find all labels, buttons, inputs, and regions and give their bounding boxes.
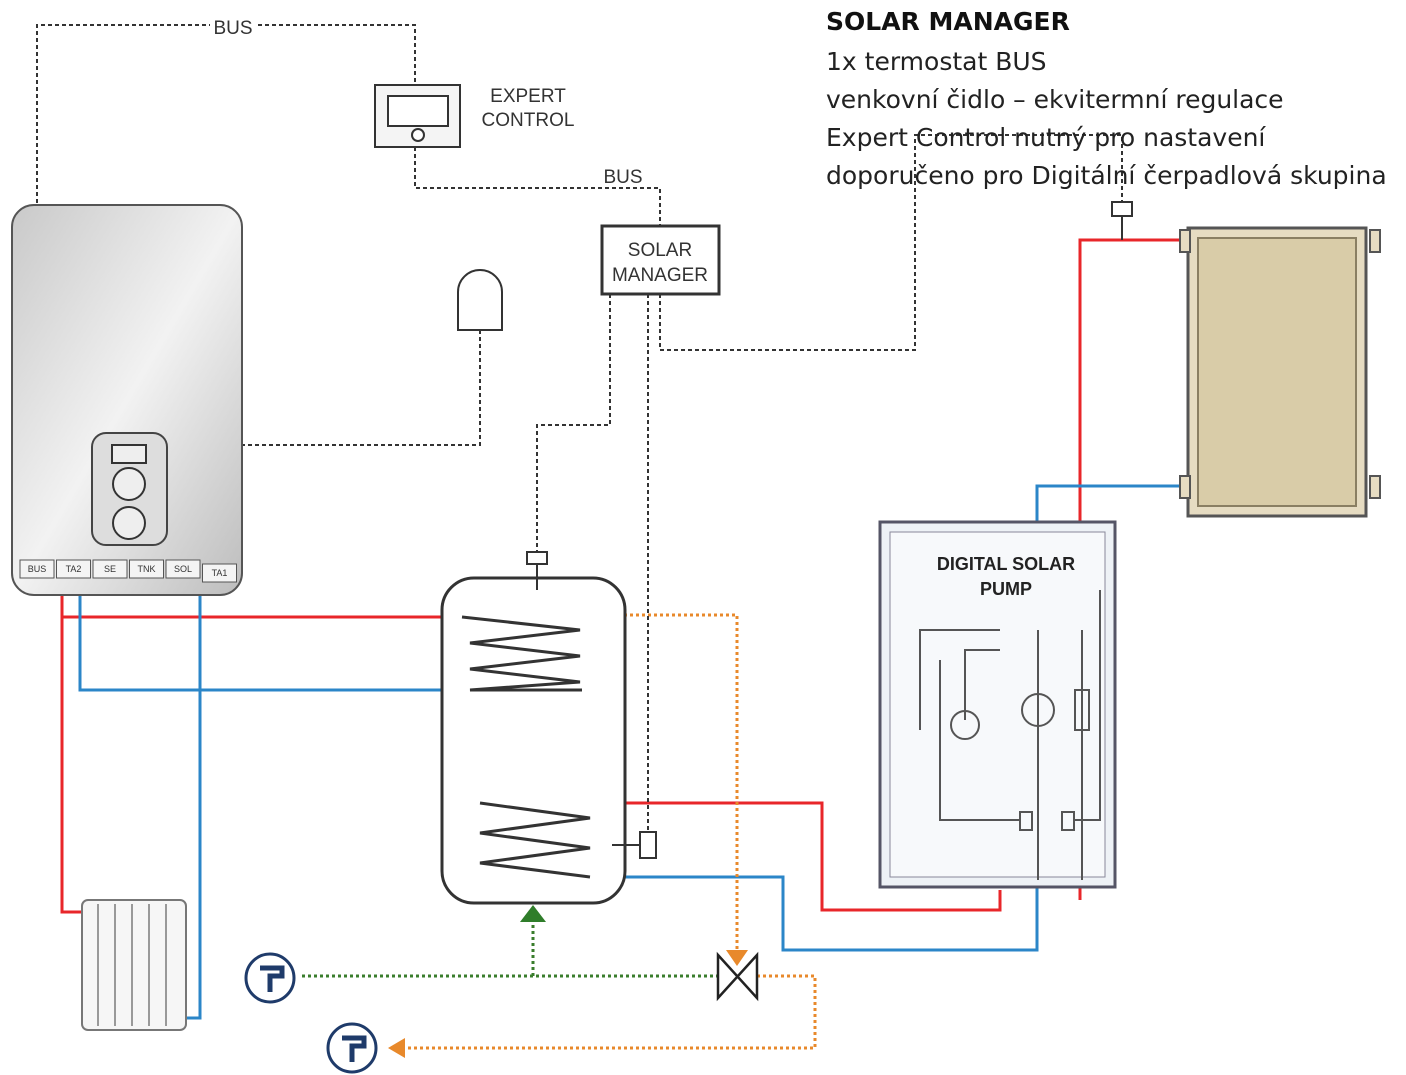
collector-sensor: [1112, 202, 1132, 216]
bus-label: BUS: [603, 167, 642, 188]
pump-label: DIGITAL SOLAR: [937, 554, 1075, 574]
notes: 1x termostat BUS venkovní čidlo – ekviter…: [826, 47, 1387, 190]
radiator: [82, 900, 186, 1030]
tank-sensor: [640, 832, 656, 858]
solar-manager-label: MANAGER: [612, 265, 708, 286]
note-line: venkovní čidlo – ekvitermní regulace: [826, 85, 1284, 114]
expert-display: [388, 96, 448, 126]
sensor-line: [537, 294, 610, 552]
blue-pipe: [186, 580, 200, 1018]
boiler: BUS TA2 SE TNK SOL TA1: [12, 205, 242, 595]
bus-label: BUS: [213, 18, 252, 39]
terminal-label: TNK: [138, 564, 156, 574]
terminal-label: TA2: [66, 564, 82, 574]
terminal-label: SOL: [174, 564, 192, 574]
notes-title: SOLAR MANAGER: [826, 7, 1070, 36]
expert-label: CONTROL: [482, 110, 575, 131]
expert-label: EXPERT: [490, 86, 566, 107]
pump-label: PUMP: [980, 579, 1032, 599]
arrow: [388, 1038, 405, 1058]
note-line: 1x termostat BUS: [826, 47, 1047, 76]
collector-port: [1370, 230, 1380, 252]
solar-manager-label: SOLAR: [628, 240, 692, 261]
arrow: [520, 905, 546, 922]
terminal-label: SE: [104, 564, 116, 574]
arrow: [726, 950, 748, 966]
tank-sensor: [527, 552, 547, 564]
diagram: BUS BUS BUS TA2 SE TNK SOL TA1 EXPERT CONTROL…: [0, 0, 1406, 1075]
collector-port: [1370, 476, 1380, 498]
knob: [113, 507, 145, 539]
note-line: doporučeno pro Digitální čerpadlová skup…: [826, 161, 1387, 190]
collector-port: [1180, 476, 1190, 498]
knob: [113, 468, 145, 500]
terminal-label: TA1: [212, 568, 228, 578]
collector-panel: [1198, 238, 1356, 506]
outdoor-sensor: [458, 270, 502, 330]
terminal-label: BUS: [28, 564, 47, 574]
display: [112, 445, 146, 463]
expert-knob: [412, 129, 424, 141]
note-line: Expert Control nutný pro nastavení: [826, 123, 1266, 152]
collector-port: [1180, 230, 1190, 252]
